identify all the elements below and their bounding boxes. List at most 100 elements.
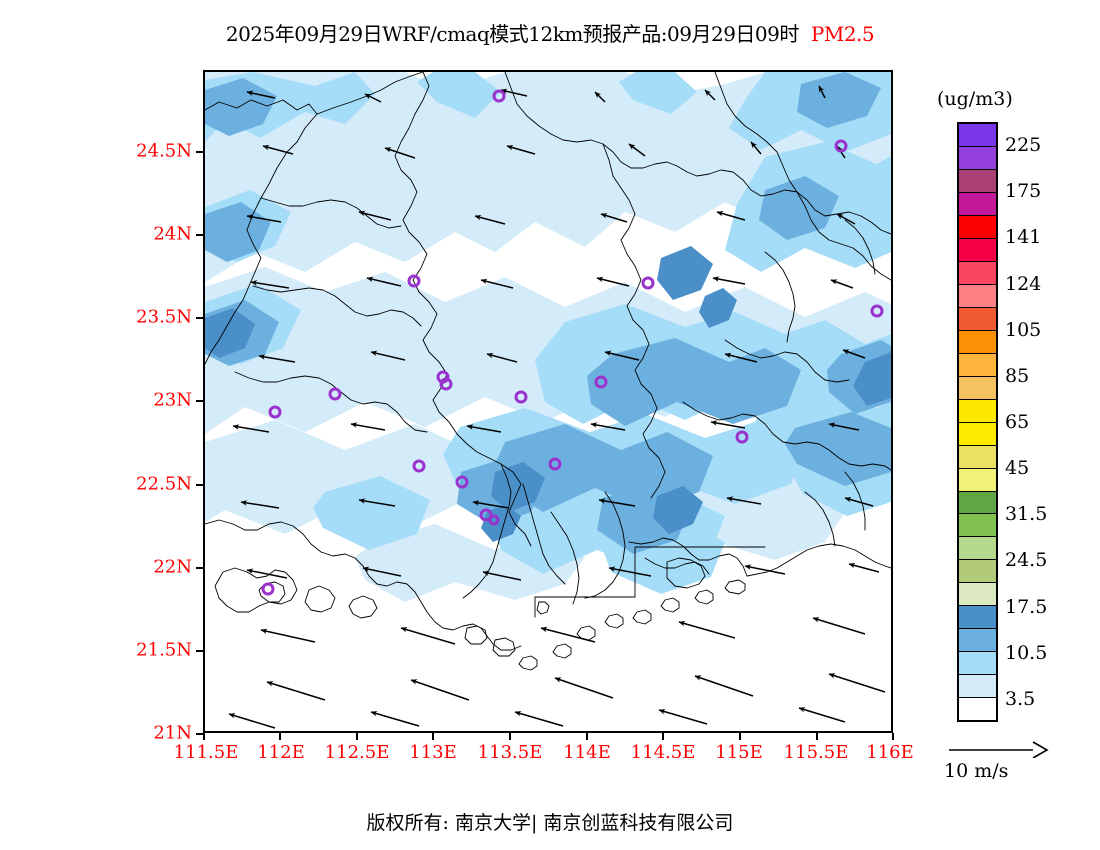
colorbar-tick-10p5: 10.5	[1005, 641, 1048, 664]
x-axis-label-115e: 115E	[715, 742, 763, 763]
copyright-footer: 版权所有: 南京大学| 南京创蓝科技有限公司	[366, 812, 734, 834]
colorbar-units-label: (ug/m3)	[937, 88, 1013, 110]
city-marker	[328, 387, 342, 401]
x-tick	[509, 733, 511, 740]
y-tick	[196, 151, 203, 153]
city-marker	[439, 377, 453, 391]
colorbar-band-25	[959, 698, 996, 721]
colorbar-band-20	[959, 583, 996, 607]
x-tick	[586, 733, 588, 740]
colorbar	[957, 122, 998, 722]
map-plot-area	[203, 70, 893, 733]
city-marker	[870, 304, 884, 318]
colorbar-band-17	[959, 514, 996, 538]
colorbar-band-22	[959, 629, 996, 653]
colorbar-tick-105: 105	[1005, 318, 1042, 341]
colorbar-band-18	[959, 537, 996, 561]
y-tick	[196, 733, 203, 735]
x-tick	[356, 733, 358, 740]
colorbar-band-5	[959, 238, 996, 262]
colorbar-band-15	[959, 468, 996, 492]
y-axis-label-23p5: 23.5N	[136, 306, 192, 328]
x-axis-label-111p5e: 111.5E	[173, 742, 239, 763]
colorbar-band-24	[959, 675, 996, 699]
colorbar-band-19	[959, 560, 996, 584]
y-tick	[196, 234, 203, 236]
city-marker	[641, 276, 655, 290]
colorbar-band-13	[959, 422, 996, 446]
x-axis-label-114e: 114E	[563, 742, 611, 763]
y-axis-label-21p5: 21.5N	[136, 639, 192, 661]
colorbar-tick-24p5: 24.5	[1005, 549, 1048, 572]
x-tick	[662, 733, 664, 740]
x-axis-label-112p5e: 112.5E	[324, 742, 390, 763]
x-axis-label-113p5e: 113.5E	[477, 742, 543, 763]
colorbar-band-23	[959, 652, 996, 676]
city-marker	[407, 274, 421, 288]
colorbar-band-12	[959, 399, 996, 423]
title-main-text: 2025年09月29日WRF/cmaq模式12km预报产品:09月29日09时	[225, 22, 800, 46]
colorbar-band-16	[959, 491, 996, 515]
colorbar-band-0	[959, 124, 996, 147]
colorbar-band-14	[959, 445, 996, 469]
colorbar-band-3	[959, 192, 996, 216]
x-axis-label-114p5e: 114.5E	[630, 742, 696, 763]
city-marker	[261, 582, 275, 596]
city-marker-group	[261, 89, 884, 596]
city-marker	[479, 508, 493, 522]
y-axis-label-24: 24N	[153, 223, 192, 245]
colorbar-band-2	[959, 169, 996, 193]
wind-scale-label: 10 m/s	[944, 760, 1009, 782]
y-axis-label-22: 22N	[153, 556, 192, 578]
pm25-contour-map	[205, 72, 891, 731]
city-marker	[548, 457, 562, 471]
colorbar-band-6	[959, 261, 996, 285]
contour-band-24p5	[205, 246, 891, 542]
x-tick	[739, 733, 741, 740]
colorbar-tick-65: 65	[1005, 411, 1030, 433]
y-axis-label-22p5: 22.5N	[136, 473, 192, 495]
y-axis-label-21: 21N	[153, 722, 192, 744]
title-species-text: PM2.5	[810, 22, 875, 46]
colorbar-tick-45: 45	[1005, 457, 1030, 480]
city-marker	[594, 375, 608, 389]
x-axis-label-113e: 113E	[409, 742, 457, 763]
x-tick	[203, 733, 205, 740]
colorbar-band-7	[959, 284, 996, 308]
city-marker	[268, 405, 282, 419]
colorbar-tick-124: 124	[1005, 272, 1042, 295]
x-tick	[432, 733, 434, 740]
x-tick	[279, 733, 281, 740]
city-marker	[455, 475, 469, 489]
colorbar-tick-17p5: 17.5	[1005, 595, 1048, 618]
colorbar-band-21	[959, 606, 996, 630]
y-tick	[196, 317, 203, 319]
y-tick	[196, 567, 203, 569]
y-tick	[196, 400, 203, 402]
x-tick	[892, 733, 894, 740]
x-axis-label-112e: 112E	[257, 742, 305, 763]
x-tick	[816, 733, 818, 740]
colorbar-tick-175: 175	[1005, 180, 1042, 203]
colorbar-band-8	[959, 307, 996, 331]
city-marker	[514, 390, 528, 404]
colorbar-tick-225: 225	[1005, 134, 1042, 157]
colorbar-band-1	[959, 146, 996, 170]
y-axis-label-23: 23N	[153, 389, 192, 411]
x-axis-label-116e: 116E	[866, 742, 914, 763]
colorbar-band-9	[959, 330, 996, 354]
colorbar-band-4	[959, 215, 996, 239]
colorbar-band-10	[959, 353, 996, 377]
chart-title: 2025年09月29日WRF/cmaq模式12km预报产品:09月29日09时 P…	[0, 18, 1100, 47]
city-marker	[492, 89, 506, 103]
y-axis-label-24p5: 24.5N	[136, 140, 192, 162]
y-tick	[196, 650, 203, 652]
city-marker	[834, 139, 848, 153]
wind-scale-arrow-icon	[949, 741, 1049, 758]
x-axis-label-115p5e: 115.5E	[783, 742, 849, 763]
city-marker	[436, 370, 450, 384]
colorbar-band-11	[959, 376, 996, 400]
colorbar-tick-3p5: 3.5	[1005, 687, 1036, 710]
colorbar-tick-141: 141	[1005, 226, 1042, 249]
colorbar-tick-31p5: 31.5	[1005, 503, 1048, 526]
